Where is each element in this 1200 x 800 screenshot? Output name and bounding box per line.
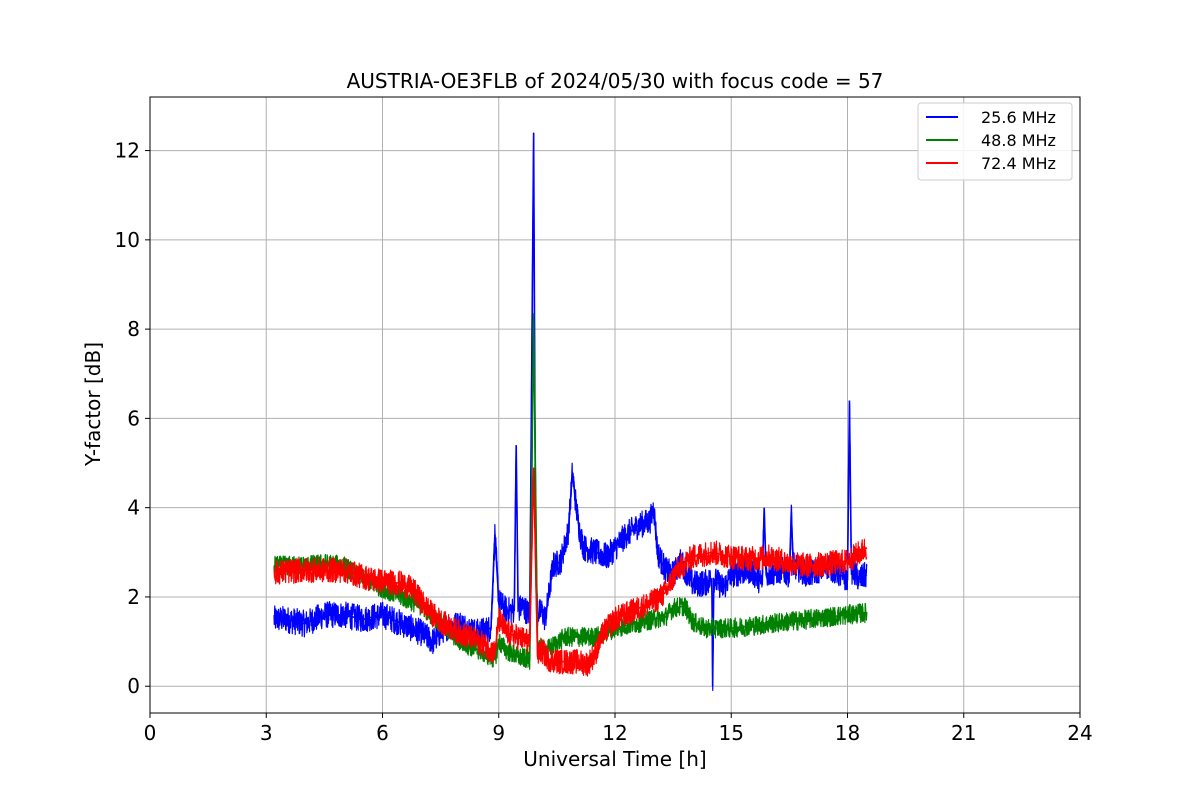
y-tick-label: 4 [127,496,140,520]
x-tick-label: 3 [260,721,273,745]
y-tick-label: 2 [127,585,140,609]
y-axis-label: Y-factor [dB] [81,342,105,467]
legend-label-48-8: 48.8 MHz [981,131,1056,150]
x-tick-label: 9 [492,721,505,745]
y-tick-label: 12 [115,139,140,163]
x-tick-label: 18 [835,721,860,745]
x-tick-label: 6 [376,721,389,745]
x-tick-label: 21 [951,721,976,745]
legend: 25.6 MHz 48.8 MHz 72.4 MHz [917,102,1073,181]
series-line-25-6-mhz [273,132,868,692]
y-tick-label: 0 [127,674,140,698]
legend-label-72-4: 72.4 MHz [981,154,1056,173]
series-keyline-72-4-mhz [273,467,868,665]
y-tick-label: 8 [127,317,140,341]
x-tick-label: 0 [144,721,157,745]
x-axis-label: Universal Time [h] [523,747,706,771]
series-layer [273,132,868,692]
y-tick-label: 10 [115,228,140,252]
series-line-72-4-mhz [273,475,868,677]
series-keyline-25-6-mhz [274,132,868,687]
series-keyline-48-8-mhz [274,320,867,661]
grid-lines [149,97,1081,713]
y-tick-label: 6 [127,406,140,430]
x-tick-label: 24 [1067,721,1092,745]
chart-title: AUSTRIA-OE3FLB of 2024/05/30 with focus … [347,69,884,93]
legend-label-25-6: 25.6 MHz [981,108,1056,127]
legend-box [917,102,1073,181]
x-tick-label: 15 [719,721,744,745]
x-tick-label: 12 [602,721,627,745]
